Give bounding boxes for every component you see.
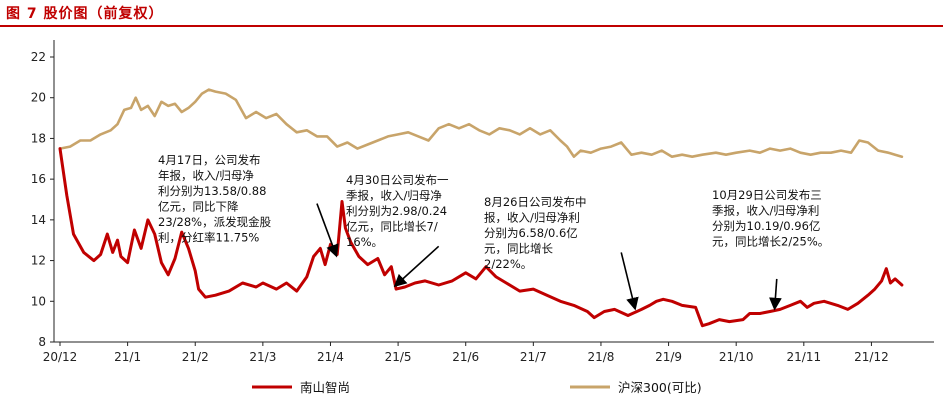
x-tick-label: 21/4 [317,350,344,364]
annotation-text: 亿元，同比增长7/ [346,220,438,234]
annotation-text: 4月30日公司发布一 [346,173,449,187]
y-tick-label: 12 [31,254,46,268]
figure-title: 图 7 股价图（前复权） [6,6,164,22]
annotation-text: 年报，收入/归母净 [158,169,254,183]
y-tick-label: 14 [31,213,46,227]
x-tick-label: 21/8 [587,350,614,364]
x-tick-label: 21/10 [719,350,754,364]
title-divider [0,25,943,27]
annotation-text: 亿元，同比下降 [158,200,239,214]
x-tick-label: 21/12 [854,350,889,364]
y-tick-label: 18 [31,131,46,145]
x-tick-label: 21/7 [520,350,547,364]
y-tick-label: 22 [31,50,46,64]
y-tick-label: 16 [31,172,46,186]
annotation-arrow [316,203,339,258]
legend-label: 沪深300(可比) [618,380,702,395]
series-line-stock [58,147,904,328]
annotation-text: 23/28%，派发现金股 [158,215,272,229]
y-tick-label: 10 [31,294,46,308]
x-tick-label: 21/9 [655,350,682,364]
annotation-text: 16%。 [346,235,383,249]
annotation-text: 利分别为2.98/0.24 [346,204,447,218]
y-tick-label: 20 [31,91,46,105]
annotation-text: 利分别为13.58/0.88 [158,184,266,198]
annotation-text: 8月26日公司发布中 [484,195,586,209]
y-tick-label: 8 [38,335,46,349]
annotation-text: 利，分红率11.75% [158,231,259,245]
x-tick-label: 21/3 [249,350,276,364]
series-line-index [58,88,904,158]
annotation-text: 2/22%。 [484,257,532,271]
annotation-arrow [620,252,639,311]
annotation-text: 分别为10.19/0.96亿 [712,219,820,233]
series-layer [58,88,904,328]
legend-label: 南山智尚 [300,380,350,395]
x-tick-label: 20/12 [43,350,78,364]
axes-layer: 8 10 12 14 16 18 20 22 20/12 21/1 21/2 21/3 21/4 21/5… [31,40,934,364]
annotation-text: 报，收入/归母净利 [484,211,580,225]
annotation-text: 元，同比增长 [484,242,553,256]
x-tick-label: 21/6 [452,350,479,364]
annotation-text: 元，同比增长2/25%。 [712,235,829,249]
annotation-3: 8月26日公司发布中报，收入/归母净利分别为6.58/0.6亿元，同比增长2/2… [484,195,639,311]
annotation-arrow [769,278,782,311]
x-tick-label: 21/2 [182,350,209,364]
x-tick-label: 21/1 [114,350,141,364]
x-tick-label: 21/11 [787,350,822,364]
legend: 南山智尚 沪深300(可比) [252,380,702,395]
annotation-text: 10月29日公司发布三 [712,188,822,202]
annotation-arrow [393,245,440,288]
annotation-text: 季报，收入/归母净利 [712,204,819,218]
annotation-4: 10月29日公司发布三季报，收入/归母净利分别为10.19/0.96亿元，同比增… [712,188,829,311]
annotation-text: 分别为6.58/0.6亿 [484,226,578,240]
x-tick-label: 21/5 [385,350,412,364]
annotation-text: 季报，收入/归母净 [346,189,442,203]
annotation-text: 4月17日，公司发布 [158,153,260,167]
